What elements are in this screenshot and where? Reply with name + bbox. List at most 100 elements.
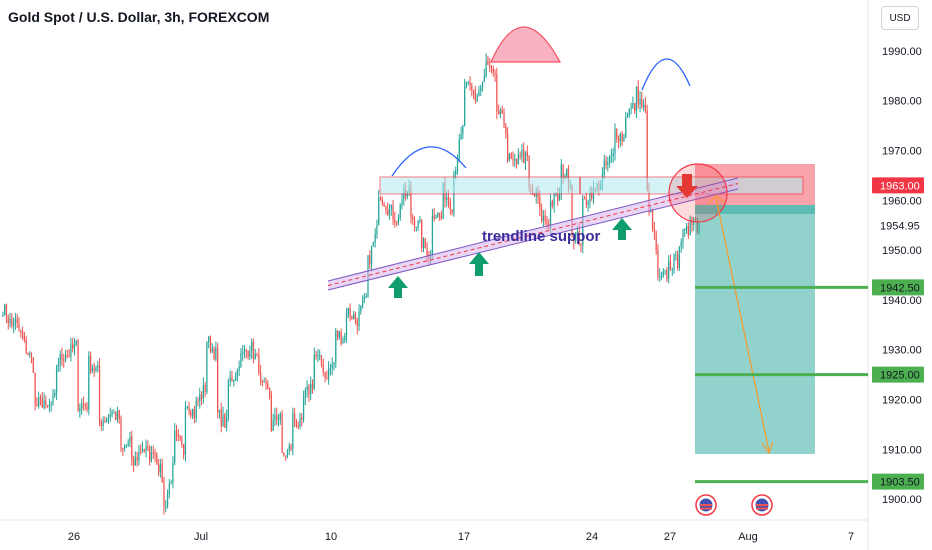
price-tag-label: 1954.95 bbox=[880, 220, 920, 232]
candle-body bbox=[127, 442, 129, 446]
candle-body bbox=[573, 234, 575, 242]
candle-body bbox=[369, 255, 371, 264]
candle-body bbox=[326, 377, 328, 380]
candle-body bbox=[589, 191, 591, 203]
candle-body bbox=[174, 430, 176, 463]
candle-body bbox=[243, 349, 246, 353]
candle-body bbox=[111, 412, 113, 415]
candle-body bbox=[272, 420, 274, 431]
candle-body bbox=[506, 133, 509, 161]
candle-body bbox=[188, 406, 190, 413]
candle-body bbox=[136, 456, 138, 461]
price-tag: 1954.95 bbox=[872, 217, 924, 234]
candle-body bbox=[431, 215, 434, 256]
candle-body bbox=[464, 86, 466, 126]
candle-body bbox=[190, 412, 192, 417]
price-tag: 1925.00 bbox=[872, 366, 924, 383]
candle-body bbox=[52, 395, 54, 404]
y-tick-label: 1950.00 bbox=[882, 245, 922, 257]
flag-us-icon[interactable] bbox=[695, 494, 717, 516]
y-tick-label: 1920.00 bbox=[882, 394, 922, 406]
candle-body bbox=[623, 137, 625, 142]
candle-body bbox=[281, 413, 283, 454]
candle-body bbox=[571, 184, 573, 235]
candle-body bbox=[234, 378, 237, 381]
candle-body bbox=[478, 90, 480, 96]
candle-body bbox=[202, 385, 204, 399]
candle-body bbox=[209, 336, 212, 352]
candle-body bbox=[306, 386, 308, 391]
candle-body bbox=[426, 248, 428, 258]
candle-body bbox=[270, 394, 272, 431]
candle-body bbox=[149, 446, 151, 462]
candle-body bbox=[66, 355, 68, 357]
candle-body bbox=[84, 404, 86, 406]
right-shoulder-arc bbox=[641, 58, 691, 91]
candle-body bbox=[659, 276, 661, 278]
candle-body bbox=[89, 355, 92, 372]
candle-body bbox=[612, 153, 614, 157]
candle-body bbox=[324, 372, 326, 378]
candle-body bbox=[621, 133, 623, 142]
candle-body bbox=[222, 414, 224, 427]
price-tag-label: 1963.00 bbox=[880, 180, 920, 192]
candle-body bbox=[38, 397, 40, 407]
currency-button[interactable]: USD bbox=[881, 6, 919, 30]
candle-body bbox=[77, 340, 79, 412]
candle-body bbox=[81, 403, 83, 409]
candle-body bbox=[159, 463, 162, 473]
candle-body bbox=[217, 347, 219, 413]
candle-body bbox=[625, 117, 627, 138]
candle-body bbox=[675, 254, 677, 256]
candle-body bbox=[607, 162, 609, 166]
candle-body bbox=[399, 204, 401, 218]
candle-body bbox=[684, 229, 686, 231]
up-arrow-icon bbox=[388, 276, 408, 298]
candle-body bbox=[566, 168, 568, 177]
y-tick-label: 1900.00 bbox=[882, 494, 922, 506]
y-tick-label: 1940.00 bbox=[882, 295, 922, 307]
y-tick-label: 1970.00 bbox=[882, 145, 922, 157]
candle-body bbox=[311, 383, 314, 389]
candle-body bbox=[166, 493, 169, 507]
candle-body bbox=[145, 446, 147, 451]
candle-body bbox=[501, 109, 503, 113]
candle-body bbox=[267, 383, 269, 388]
x-tick-label: 24 bbox=[586, 531, 598, 543]
candle-body bbox=[21, 331, 24, 337]
candle-body bbox=[140, 452, 142, 454]
candle-body bbox=[102, 420, 104, 426]
candle-body bbox=[129, 436, 131, 443]
candle-body bbox=[252, 342, 255, 359]
candle-body bbox=[47, 405, 49, 407]
candle-body bbox=[387, 210, 389, 215]
candle-body bbox=[279, 413, 281, 420]
candle-body bbox=[30, 353, 33, 359]
x-tick-label: Jul bbox=[194, 531, 208, 543]
candle-body bbox=[353, 313, 355, 320]
candle-body bbox=[73, 344, 76, 349]
candle-body bbox=[328, 368, 330, 380]
candle-body bbox=[515, 158, 518, 164]
candle-body bbox=[193, 409, 196, 419]
candle-body bbox=[354, 313, 357, 320]
candle-body bbox=[446, 197, 448, 200]
candle-body bbox=[277, 419, 280, 421]
candle-body bbox=[682, 229, 684, 243]
candle-body bbox=[376, 225, 378, 235]
candle-body bbox=[34, 372, 36, 405]
candle-body bbox=[487, 60, 489, 65]
entry-band bbox=[695, 205, 815, 214]
candle-body bbox=[120, 418, 122, 449]
candle-body bbox=[650, 210, 652, 213]
candle-body bbox=[9, 318, 11, 324]
flag-us-icon[interactable] bbox=[751, 494, 773, 516]
candle-body bbox=[419, 220, 421, 222]
candle-body bbox=[263, 381, 265, 383]
candle-body bbox=[578, 231, 580, 245]
candle-body bbox=[204, 385, 206, 393]
candle-body bbox=[388, 208, 391, 215]
candle-body bbox=[392, 205, 394, 220]
candle-body bbox=[41, 398, 43, 408]
